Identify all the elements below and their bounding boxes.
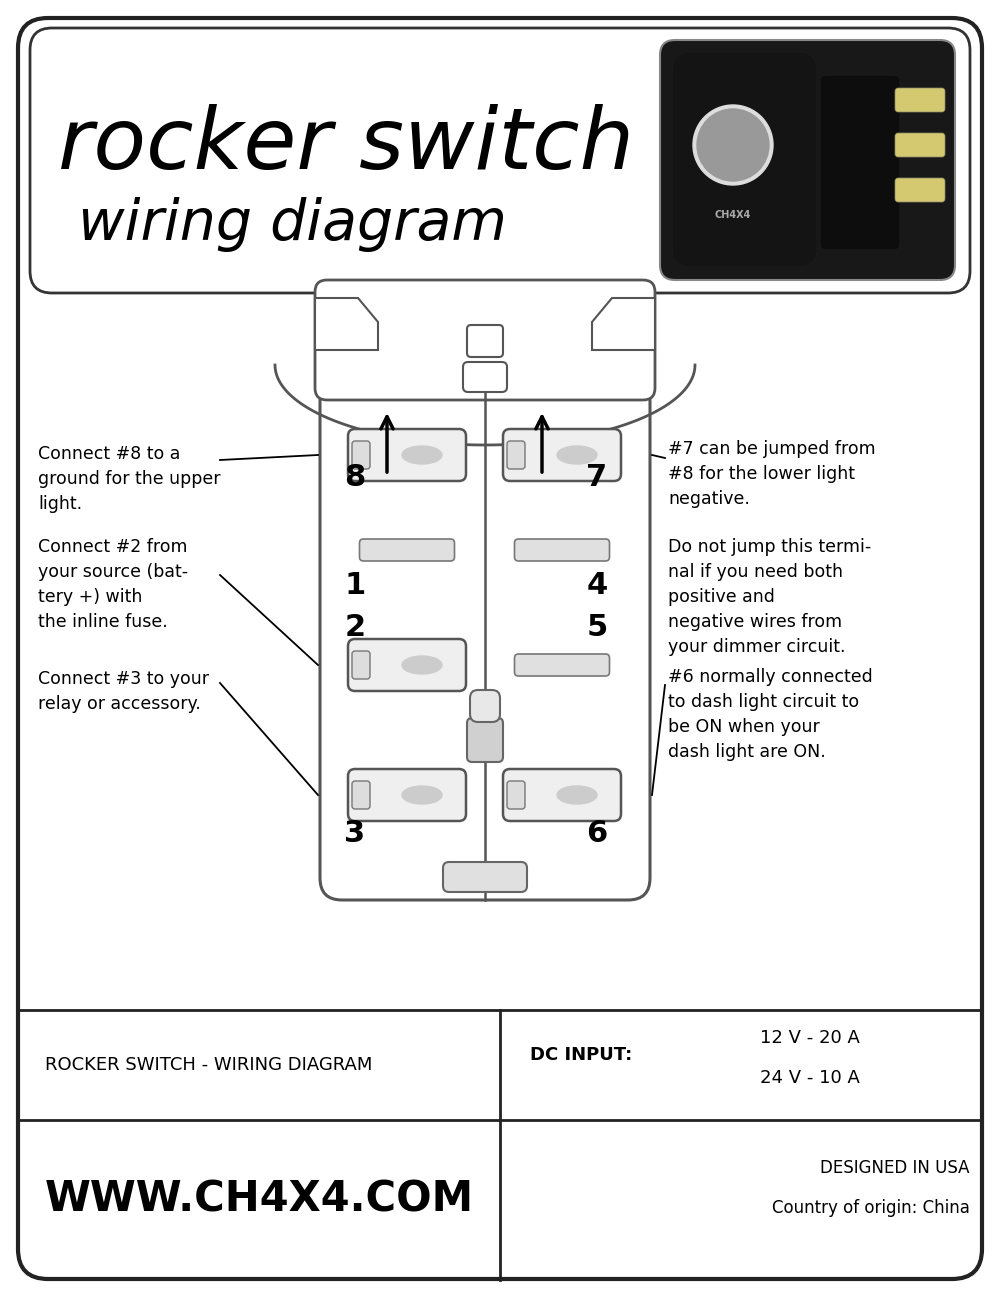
Text: rocker switch: rocker switch <box>58 104 634 187</box>
Polygon shape <box>315 298 378 350</box>
FancyBboxPatch shape <box>352 651 370 680</box>
FancyBboxPatch shape <box>672 52 817 267</box>
Polygon shape <box>592 298 655 350</box>
Text: DC INPUT:: DC INPUT: <box>530 1045 632 1064</box>
Text: 3: 3 <box>344 818 366 847</box>
Ellipse shape <box>557 786 597 804</box>
FancyBboxPatch shape <box>503 429 621 481</box>
FancyBboxPatch shape <box>895 134 945 157</box>
Text: Do not jump this termi-
nal if you need both
positive and
negative wires from
yo: Do not jump this termi- nal if you need … <box>668 538 871 656</box>
Text: DESIGNED IN USA: DESIGNED IN USA <box>820 1160 970 1176</box>
Text: 2: 2 <box>344 613 366 642</box>
FancyBboxPatch shape <box>352 781 370 809</box>
FancyBboxPatch shape <box>348 639 466 691</box>
FancyBboxPatch shape <box>463 362 507 392</box>
Text: 6: 6 <box>586 818 608 847</box>
Text: 5: 5 <box>586 613 608 642</box>
FancyBboxPatch shape <box>895 178 945 202</box>
FancyBboxPatch shape <box>320 380 650 900</box>
FancyBboxPatch shape <box>507 441 525 470</box>
FancyBboxPatch shape <box>514 654 610 676</box>
Text: 7: 7 <box>586 463 608 492</box>
Text: 8: 8 <box>344 463 366 492</box>
Text: #7 can be jumped from
#8 for the lower light
negative.: #7 can be jumped from #8 for the lower l… <box>668 440 876 508</box>
FancyBboxPatch shape <box>514 540 610 562</box>
FancyBboxPatch shape <box>360 540 454 562</box>
Circle shape <box>697 109 769 182</box>
FancyBboxPatch shape <box>315 280 655 399</box>
Ellipse shape <box>402 446 442 464</box>
FancyBboxPatch shape <box>30 29 970 293</box>
Text: 1: 1 <box>344 571 366 599</box>
FancyBboxPatch shape <box>503 769 621 821</box>
Ellipse shape <box>557 446 597 464</box>
Text: Country of origin: China: Country of origin: China <box>772 1198 970 1217</box>
FancyBboxPatch shape <box>443 863 527 892</box>
Text: WWW.CH4X4.COM: WWW.CH4X4.COM <box>45 1179 474 1220</box>
Circle shape <box>693 105 773 185</box>
Text: CH4X4: CH4X4 <box>715 210 751 220</box>
Text: 24 V - 10 A: 24 V - 10 A <box>760 1069 860 1087</box>
FancyBboxPatch shape <box>820 75 900 250</box>
FancyBboxPatch shape <box>507 781 525 809</box>
Text: 12 V - 20 A: 12 V - 20 A <box>760 1029 860 1047</box>
Text: ROCKER SWITCH - WIRING DIAGRAM: ROCKER SWITCH - WIRING DIAGRAM <box>45 1056 372 1074</box>
FancyBboxPatch shape <box>660 40 955 280</box>
FancyBboxPatch shape <box>352 441 370 470</box>
FancyBboxPatch shape <box>348 429 466 481</box>
Text: 4: 4 <box>586 571 608 599</box>
FancyBboxPatch shape <box>470 690 500 722</box>
FancyBboxPatch shape <box>895 88 945 112</box>
Text: wiring diagram: wiring diagram <box>78 197 507 253</box>
FancyBboxPatch shape <box>348 769 466 821</box>
Text: Connect #8 to a
ground for the upper
light.: Connect #8 to a ground for the upper lig… <box>38 445 220 514</box>
FancyBboxPatch shape <box>467 719 503 763</box>
Text: Connect #2 from
your source (bat-
tery +) with
the inline fuse.: Connect #2 from your source (bat- tery +… <box>38 538 188 632</box>
Ellipse shape <box>402 786 442 804</box>
Text: #6 normally connected
to dash light circuit to
be ON when your
dash light are ON: #6 normally connected to dash light circ… <box>668 668 873 761</box>
Text: Connect #3 to your
relay or accessory.: Connect #3 to your relay or accessory. <box>38 671 209 713</box>
FancyBboxPatch shape <box>467 326 503 357</box>
Ellipse shape <box>402 656 442 674</box>
FancyBboxPatch shape <box>18 18 982 1279</box>
